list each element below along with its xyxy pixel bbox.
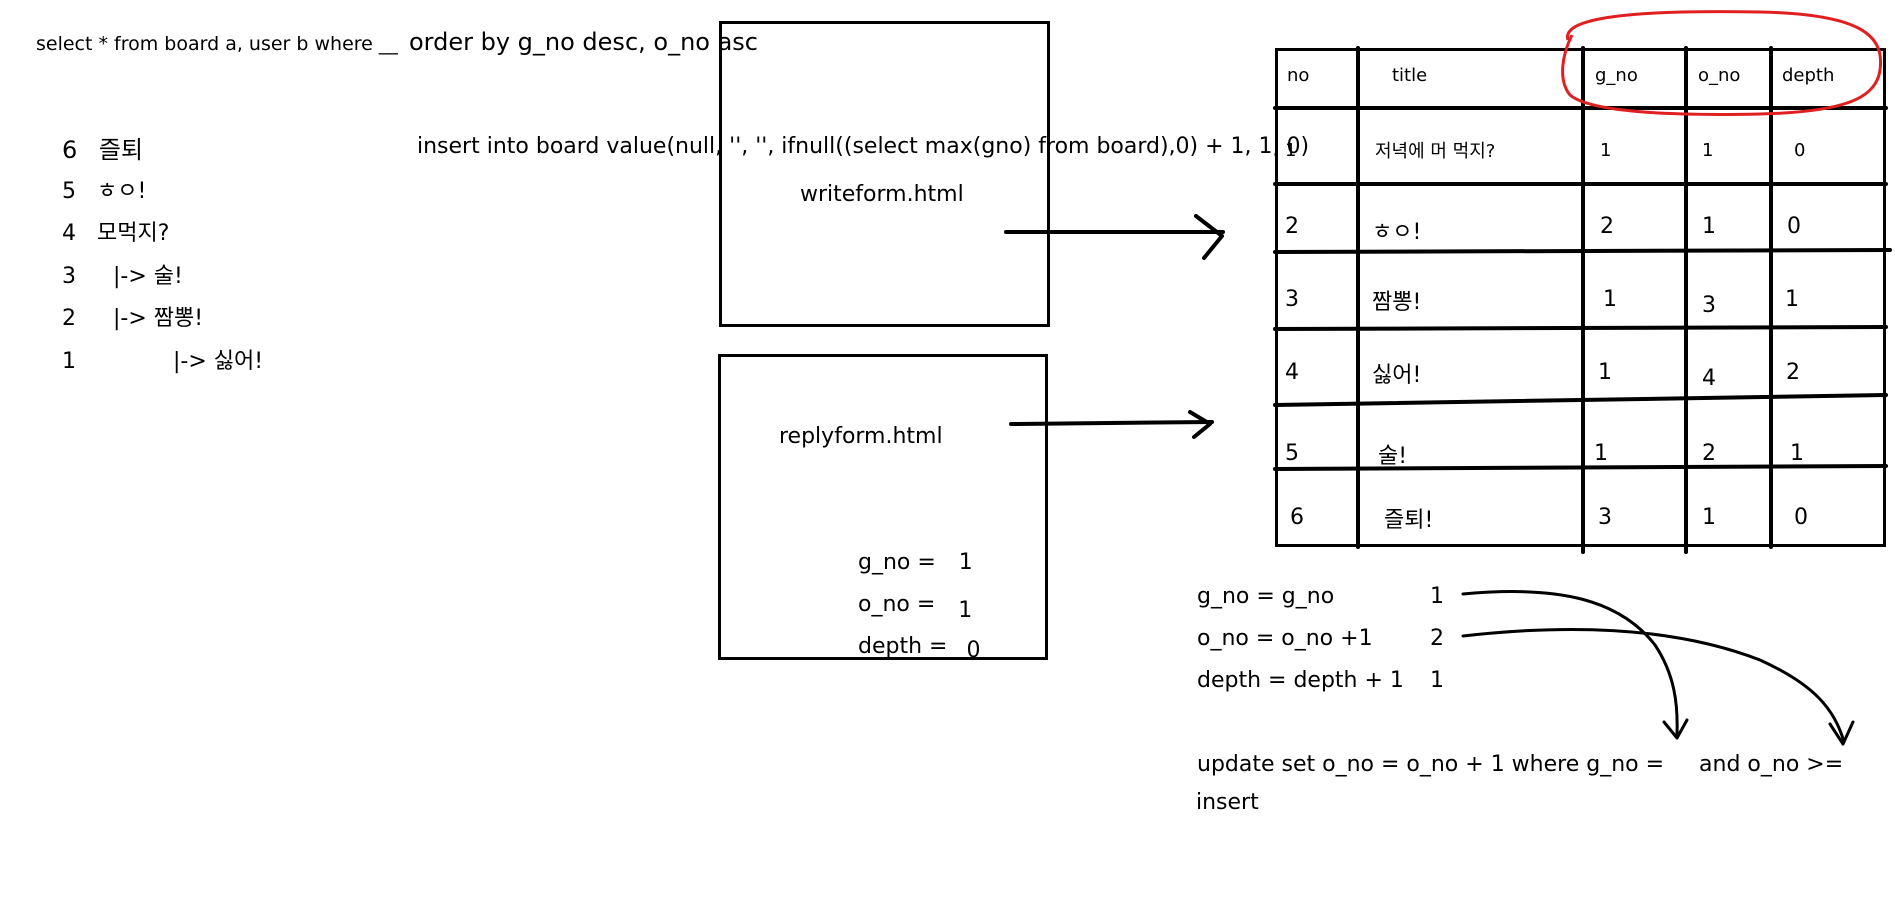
formula-expr: o_no = o_no +1 — [1197, 626, 1373, 651]
field-value: 1 — [958, 598, 973, 623]
cell-title: 싫어! — [1372, 363, 1422, 388]
formula-gno: g_no = g_no 1 — [1197, 584, 1444, 609]
field-name: depth = — [858, 634, 948, 659]
insert-label: insert — [1196, 790, 1259, 815]
thread-no: 5 — [62, 179, 76, 204]
cell-ono: 1 — [1702, 505, 1716, 530]
field-name: o_no = — [858, 592, 936, 617]
cell-title: ㅎㅇ! — [1372, 220, 1422, 245]
thread-text: 모먹지? — [97, 221, 170, 246]
thread-no: 3 — [62, 264, 76, 289]
table-header-no: no — [1287, 65, 1310, 86]
field-name: g_no = — [858, 550, 936, 575]
thread-item: 2 |-> 짬뽕! — [62, 300, 203, 332]
replyform-label: replyform.html — [779, 424, 943, 449]
cell-ono: 2 — [1702, 441, 1716, 466]
cell-ono: 1 — [1702, 140, 1714, 161]
curved-arrow-icon — [1662, 718, 1689, 740]
curved-arrow-icon — [1461, 628, 1846, 744]
table-line — [1273, 325, 1888, 331]
select-query: select * from board a, user b where __ o… — [36, 28, 758, 56]
cell-ono: 4 — [1702, 366, 1716, 391]
arrow-right-icon — [1194, 214, 1224, 260]
thread-text: 즐퇴 — [98, 136, 144, 164]
table-header-gno: g_no — [1595, 65, 1638, 86]
cell-depth: 1 — [1790, 441, 1804, 466]
cell-gno: 1 — [1600, 140, 1612, 161]
cell-depth: 0 — [1794, 140, 1806, 161]
replyform-box — [718, 354, 1048, 660]
thread-item: 6 즐퇴 — [62, 130, 143, 165]
formula-value: 2 — [1430, 626, 1444, 651]
cell-gno: 1 — [1603, 287, 1617, 312]
thread-no: 6 — [62, 136, 78, 164]
cell-gno: 1 — [1598, 360, 1612, 385]
cell-gno: 2 — [1600, 214, 1614, 239]
writeform-box — [719, 21, 1050, 327]
cell-depth: 1 — [1785, 287, 1799, 312]
replyform-field-gno: g_no = 1 — [858, 550, 973, 575]
arrow-right-icon — [1009, 420, 1214, 426]
thread-item: 1 |-> 싫어! — [62, 343, 263, 375]
thread-text: |-> 술! — [113, 264, 183, 289]
cell-no: 3 — [1285, 287, 1299, 312]
cell-title: 술! — [1378, 444, 1408, 469]
cell-depth: 0 — [1794, 505, 1808, 530]
update-query-part2: and o_no >= — [1699, 752, 1844, 777]
cell-no: 1 — [1285, 140, 1297, 161]
arrow-right-icon — [1188, 410, 1212, 439]
replyform-field-ono: o_no = 1 — [858, 592, 972, 623]
table-line — [1273, 393, 1888, 407]
cell-title: 저녁에 머 먹지? — [1375, 141, 1496, 162]
board-table — [1275, 48, 1886, 547]
thread-no: 2 — [62, 306, 76, 331]
thread-item: 3 |-> 술! — [62, 258, 183, 290]
curved-arrow-icon — [1828, 720, 1855, 746]
thread-text: ㅎㅇ! — [97, 179, 147, 204]
table-line — [1273, 464, 1888, 471]
replyform-field-depth: depth = 0 — [858, 634, 980, 663]
cell-title: 짬뽕! — [1372, 290, 1422, 315]
formula-depth: depth = depth + 1 1 — [1197, 668, 1444, 693]
cell-no: 6 — [1290, 505, 1304, 530]
formula-ono: o_no = o_no +1 2 — [1197, 626, 1444, 651]
cell-no: 2 — [1285, 214, 1299, 239]
cell-no: 4 — [1285, 360, 1299, 385]
highlight-circle — [1561, 10, 1883, 116]
table-header-ono: o_no — [1698, 65, 1741, 86]
cell-ono: 3 — [1702, 293, 1716, 318]
writeform-label: writeform.html — [800, 182, 964, 207]
thread-text: |-> 짬뽕! — [113, 306, 204, 331]
table-header-depth: depth — [1782, 65, 1835, 86]
cell-title: 즐퇴! — [1384, 508, 1434, 533]
formula-value: 1 — [1430, 668, 1444, 693]
table-header-title: title — [1392, 65, 1428, 86]
formula-expr: depth = depth + 1 — [1197, 668, 1404, 693]
thread-no: 4 — [62, 221, 76, 246]
thread-item: 4 모먹지? — [62, 215, 169, 247]
update-query-part1: update set o_no = o_no + 1 where g_no = — [1197, 752, 1665, 777]
formula-value: 1 — [1430, 584, 1444, 609]
cell-depth: 2 — [1786, 360, 1800, 385]
thread-text: |-> 싫어! — [173, 349, 264, 374]
insert-query: insert into board value(null, '', '', if… — [417, 134, 1310, 159]
cell-gno: 1 — [1594, 441, 1608, 466]
cell-depth: 0 — [1787, 214, 1801, 239]
select-query-prefix: select * from board a, user b where __ — [36, 33, 398, 55]
update-query: update set o_no = o_no + 1 where g_no = … — [1197, 752, 1843, 777]
cell-gno: 3 — [1598, 505, 1612, 530]
field-value: 1 — [958, 550, 973, 575]
formula-expr: g_no = g_no — [1197, 584, 1335, 609]
field-value: 0 — [966, 638, 981, 663]
thread-item: 5 ㅎㅇ! — [62, 173, 146, 205]
cell-ono: 1 — [1702, 214, 1716, 239]
cell-no: 5 — [1285, 441, 1299, 466]
curved-arrow-icon — [1461, 590, 1679, 736]
select-query-suffix: order by g_no desc, o_no asc — [408, 28, 759, 56]
thread-no: 1 — [62, 349, 76, 374]
